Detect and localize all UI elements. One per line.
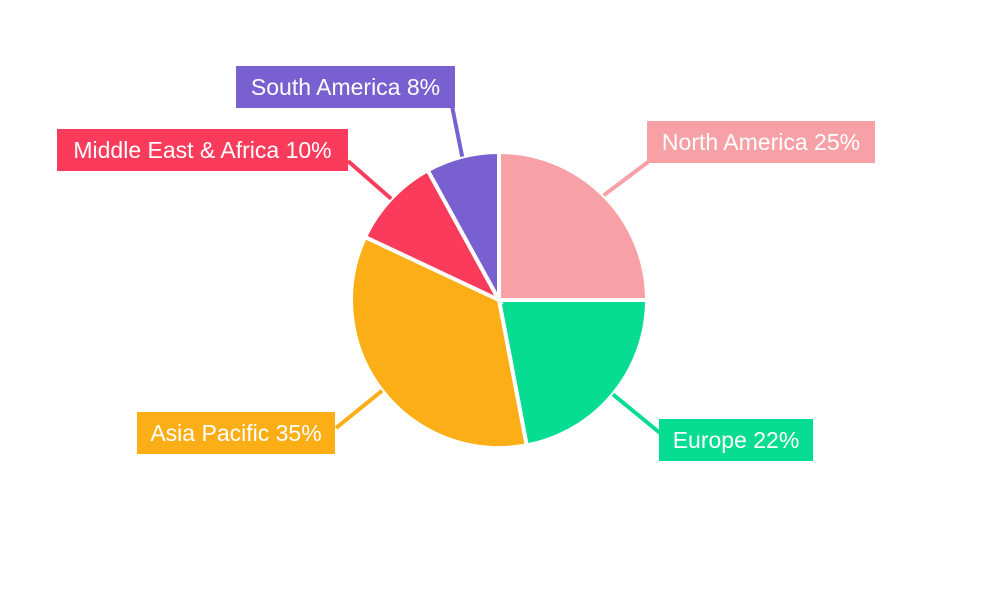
leader-line-north-america: [602, 160, 650, 197]
leader-line-south-america: [450, 105, 465, 158]
pie-slices: [349, 149, 650, 451]
pie-slice-middle-east-africa[interactable]: [362, 167, 504, 305]
pie-slice-asia-pacific[interactable]: [349, 234, 530, 451]
pie-slice-north-america[interactable]: [497, 149, 650, 302]
leader-line-middle-east-africa: [346, 159, 393, 201]
leader-lines: [334, 105, 662, 435]
leader-line-europe: [611, 392, 662, 435]
pie-slice-europe[interactable]: [496, 298, 650, 448]
label-south-america: South America 8%: [236, 66, 455, 108]
label-asia-pacific: Asia Pacific 35%: [137, 412, 335, 454]
label-middle-east-africa: Middle East & Africa 10%: [57, 129, 348, 171]
label-europe: Europe 22%: [659, 419, 813, 461]
label-north-america: North America 25%: [647, 121, 875, 163]
leader-line-asia-pacific: [334, 389, 384, 430]
